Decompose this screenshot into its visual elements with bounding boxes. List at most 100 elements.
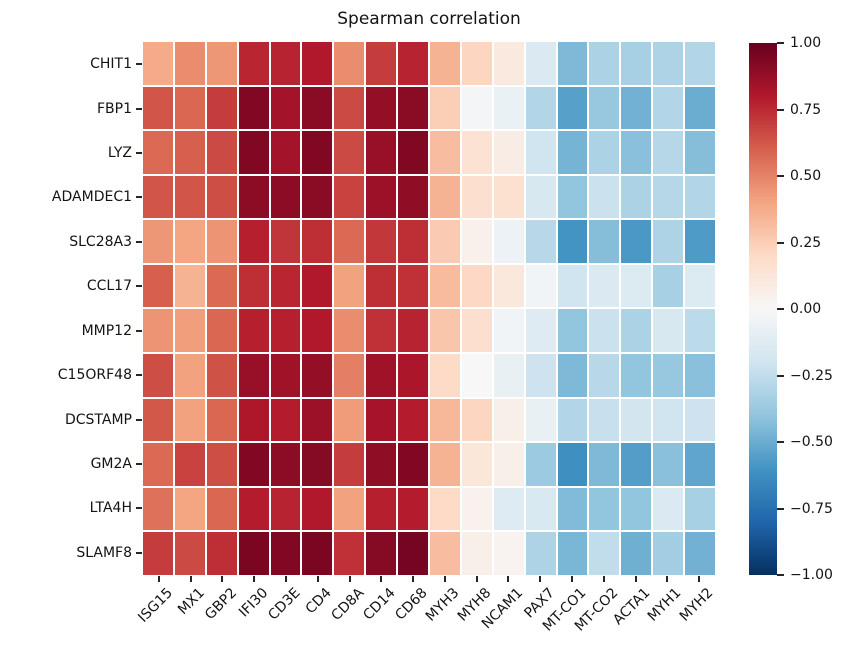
- heatmap-cell: [621, 487, 652, 531]
- heatmap-cell: [589, 42, 620, 85]
- heatmap-cell: [270, 309, 301, 353]
- heatmap-cell: [174, 264, 205, 308]
- heatmap-cell: [653, 220, 684, 263]
- heatmap-cell: [430, 398, 460, 442]
- y-tick-mark: [136, 329, 142, 332]
- heatmap-cell: [589, 309, 620, 353]
- heatmap-cell: [430, 532, 460, 575]
- heatmap-cell: [430, 487, 460, 531]
- heatmap-cell: [238, 532, 269, 575]
- heatmap-cell: [621, 443, 652, 486]
- heatmap-cell: [525, 487, 556, 531]
- heatmap-cell: [270, 443, 301, 486]
- colorbar: [749, 43, 777, 575]
- heatmap-cell: [398, 86, 428, 130]
- heatmap-cell: [525, 309, 556, 353]
- y-tick-label: GM2A: [90, 455, 132, 472]
- heatmap-cell: [143, 309, 173, 353]
- heatmap-cell: [366, 220, 397, 263]
- heatmap-cell: [653, 354, 684, 397]
- heatmap-cell: [461, 86, 492, 130]
- colorbar-tick-mark: [777, 241, 784, 244]
- heatmap-cell: [493, 532, 524, 575]
- heatmap-cell: [174, 443, 205, 486]
- y-tick-label: SLC28A3: [69, 233, 132, 250]
- heatmap-cell: [653, 175, 684, 219]
- heatmap-cell: [206, 487, 237, 531]
- heatmap-cell: [302, 398, 333, 442]
- heatmap-cell: [398, 354, 428, 397]
- colorbar-tick-mark: [777, 374, 784, 377]
- heatmap-cell: [270, 354, 301, 397]
- heatmap-cell: [174, 354, 205, 397]
- heatmap-cell: [430, 354, 460, 397]
- x-tick-label: MYH3: [422, 585, 463, 625]
- x-tick-label: CD8A: [327, 585, 367, 624]
- heatmap-cell: [557, 42, 588, 85]
- heatmap-cell: [589, 398, 620, 442]
- heatmap-cell: [174, 86, 205, 130]
- heatmap-cell: [525, 532, 556, 575]
- heatmap-cell: [334, 86, 365, 130]
- heatmap-cell: [493, 309, 524, 353]
- heatmap-cell: [430, 131, 460, 174]
- heatmap-cell: [685, 487, 715, 531]
- heatmap-cell: [366, 175, 397, 219]
- heatmap-cell: [653, 443, 684, 486]
- heatmap-cell: [238, 131, 269, 174]
- heatmap-cell: [621, 532, 652, 575]
- x-tick-mark: [698, 576, 701, 582]
- heatmap-cell: [493, 86, 524, 130]
- heatmap-cell: [461, 42, 492, 85]
- heatmap-cell: [398, 487, 428, 531]
- heatmap-cell: [461, 309, 492, 353]
- x-tick-mark: [221, 576, 224, 582]
- heatmap-cell: [589, 220, 620, 263]
- heatmap-cell: [238, 398, 269, 442]
- y-tick-label: MMP12: [81, 322, 132, 339]
- heatmap-cell: [143, 354, 173, 397]
- x-tick-label: IFI30: [236, 585, 272, 621]
- heatmap-cell: [302, 487, 333, 531]
- heatmap-cell: [143, 86, 173, 130]
- heatmap-cell: [430, 175, 460, 219]
- heatmap-cell: [366, 398, 397, 442]
- heatmap-cell: [685, 131, 715, 174]
- heatmap-cell: [461, 131, 492, 174]
- heatmap-cell: [366, 42, 397, 85]
- heatmap-cell: [366, 131, 397, 174]
- colorbar-tick-mark: [777, 308, 784, 310]
- heatmap-cell: [685, 532, 715, 575]
- heatmap-cell: [493, 220, 524, 263]
- heatmap-cell: [653, 532, 684, 575]
- heatmap-cell: [334, 354, 365, 397]
- heatmap-cell: [589, 175, 620, 219]
- y-tick-label: SLAMF8: [76, 544, 132, 561]
- colorbar-tick-mark: [777, 441, 784, 443]
- x-tick-label: ISG15: [135, 585, 177, 626]
- heatmap-cell: [621, 264, 652, 308]
- chart-title: Spearman correlation: [337, 9, 521, 29]
- heatmap-cell: [302, 175, 333, 219]
- y-tick-mark: [136, 107, 142, 110]
- heatmap-cell: [653, 86, 684, 130]
- heatmap-cell: [685, 220, 715, 263]
- heatmap-cell: [653, 264, 684, 308]
- heatmap-cell: [238, 487, 269, 531]
- y-tick-label: CHIT1: [90, 56, 132, 73]
- heatmap-cell: [270, 42, 301, 85]
- heatmap-cell: [525, 220, 556, 263]
- heatmap-cell: [557, 398, 588, 442]
- heatmap-cell: [653, 42, 684, 85]
- x-tick-mark: [316, 576, 319, 582]
- heatmap-cell: [270, 131, 301, 174]
- heatmap-cell: [461, 443, 492, 486]
- heatmap-cell: [557, 220, 588, 263]
- heatmap-cell: [238, 220, 269, 263]
- x-tick-mark: [443, 576, 446, 582]
- heatmap-cell: [270, 175, 301, 219]
- heatmap-cell: [366, 487, 397, 531]
- heatmap-cell: [334, 42, 365, 85]
- heatmap-cell: [143, 398, 173, 442]
- heatmap-cell: [238, 309, 269, 353]
